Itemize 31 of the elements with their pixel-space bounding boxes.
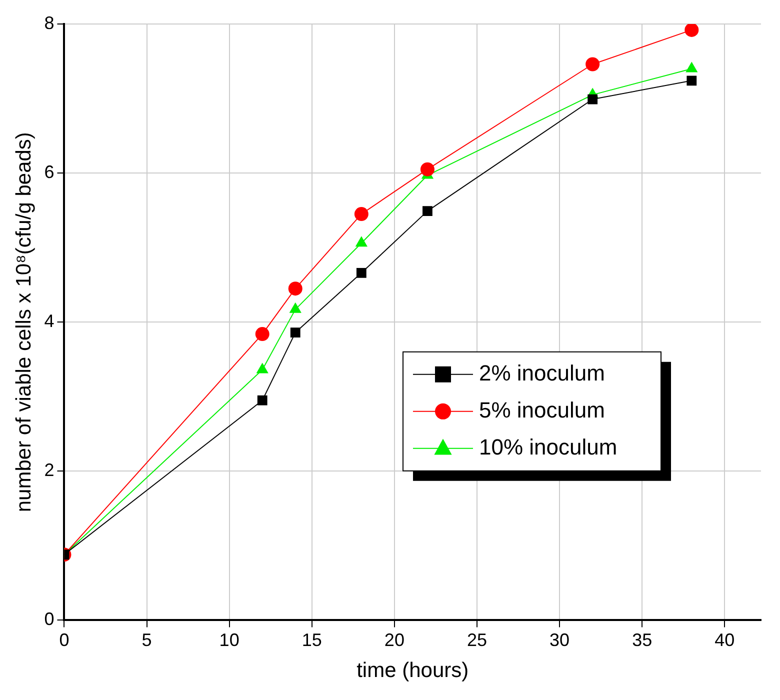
point [422,206,432,216]
x-tick-label: 35 [632,630,652,650]
point [255,327,270,342]
y-axis-title: number of viable cells x 10⁸(cfu/g beads) [12,132,36,512]
y-tick-label: 2 [44,460,54,480]
point [288,282,302,296]
point [290,328,300,338]
y-tick-label: 6 [44,162,54,182]
point [588,94,598,104]
x-axis-title: time (hours) [356,659,469,682]
y-tick-label: 8 [44,12,54,33]
point [686,76,697,86]
legend-label: 2% inoculum [479,360,605,386]
x-tick-label: 20 [384,630,404,650]
x-tick-label: 40 [714,630,735,650]
x-tick-label: 30 [550,630,570,650]
x-tick-label: 10 [219,630,240,650]
x-tick-label: 25 [466,630,488,650]
point [684,24,699,37]
x-tick-label: 0 [59,630,70,650]
y-tick-label: 0 [44,609,54,630]
point [420,162,434,176]
point [354,207,368,222]
legend-label: 10% inoculum [479,434,618,460]
point [586,57,600,72]
x-tick-label: 15 [302,630,322,650]
y-tick-label: 4 [44,311,54,332]
legend-label: 5% inoculum [479,397,605,422]
point [356,268,366,278]
point [257,395,268,406]
x-tick-label: 5 [142,630,152,650]
